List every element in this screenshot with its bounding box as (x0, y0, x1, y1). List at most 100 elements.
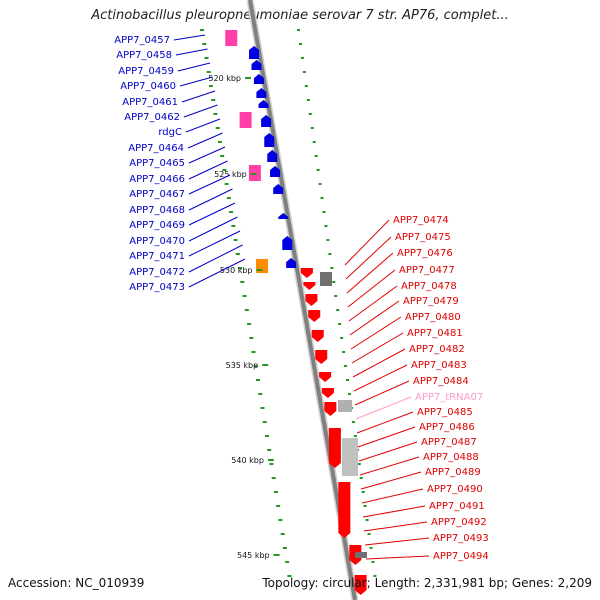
forward-gene-arrow (253, 74, 264, 84)
gc-skew-track (200, 29, 377, 577)
left-gene-label: rdgC (158, 127, 182, 138)
reverse-gene-arrow (324, 402, 337, 416)
right-gene-label: APP7_0494 (433, 551, 489, 562)
forward-gene-arrow (256, 88, 267, 98)
reverse-gene-arrow (308, 310, 321, 322)
label-leader (173, 34, 206, 41)
label-leader (185, 118, 221, 133)
forward-gene-arrow (251, 60, 262, 70)
right-gene-label: APP7_0478 (401, 281, 457, 292)
label-leader (356, 411, 414, 434)
left-gene-label: APP7_0468 (129, 205, 185, 216)
label-leader (360, 471, 422, 490)
tick-label: 525 kbp (214, 170, 247, 179)
tick-label: 530 kbp (220, 266, 253, 275)
label-leader (345, 236, 392, 280)
pseudo-gene-block (225, 30, 238, 46)
forward-gene-arrow (264, 133, 275, 147)
right-gene-label: APP7_tRNA07 (415, 392, 483, 403)
label-leader (348, 285, 398, 322)
forward-gene-arrow (267, 150, 278, 162)
right-gene-label: APP7_0487 (421, 437, 477, 448)
reverse-gene-arrow (354, 575, 367, 595)
grey-gene-block (338, 400, 352, 412)
right-gene-label: APP7_0483 (411, 360, 467, 371)
forward-gene-arrow (261, 115, 272, 127)
label-leader (344, 219, 390, 266)
left-gene-label: APP7_0466 (129, 174, 185, 185)
forward-gene-arrow (270, 166, 281, 177)
tick-label: 545 kbp (237, 551, 270, 560)
label-leader (188, 160, 228, 180)
right-gene-label: APP7_0493 (433, 533, 489, 544)
right-gene-label: APP7_0484 (413, 376, 469, 387)
right-gene-label: APP7_0491 (429, 501, 485, 512)
grey-gene-block (320, 272, 332, 286)
label-leader (358, 441, 418, 462)
left-gene-label: APP7_0473 (129, 282, 185, 293)
forward-gene-arrow (282, 236, 293, 250)
left-gene-label: APP7_0457 (114, 35, 170, 46)
grey-gene-block (355, 552, 367, 558)
right-gene-label: APP7_0488 (423, 452, 479, 463)
left-gene-label: APP7_0471 (129, 251, 185, 262)
label-leader (181, 90, 216, 103)
forward-gene-arrow (286, 258, 297, 268)
map-title: Actinobacillus pleuropneumoniae serovar … (91, 8, 509, 23)
label-leader (188, 258, 246, 288)
right-gene-label: APP7_0490 (427, 484, 483, 495)
label-leader (354, 380, 410, 406)
forward-gene-arrow (273, 184, 284, 194)
right-gene-label: APP7_0489 (425, 467, 481, 478)
label-leader (188, 146, 226, 164)
accession-text: Accession: NC_010939 (8, 576, 145, 590)
left-gene-label: APP7_0470 (129, 236, 185, 247)
label-leader (365, 555, 430, 560)
genome-backbone (246, 0, 359, 600)
left-gene-label: APP7_0460 (120, 81, 176, 92)
label-leader (175, 48, 208, 56)
label-leader (188, 202, 236, 226)
label-leader (346, 252, 394, 294)
gene-features (225, 30, 367, 595)
label-leader (350, 316, 402, 350)
forward-gene-arrow (249, 46, 260, 59)
label-leader (347, 269, 396, 308)
right-gene-label: APP7_0482 (409, 344, 465, 355)
reverse-gene-arrow (328, 428, 341, 468)
topology-text: Topology: circular; Length: 2,331,981 bp… (262, 576, 592, 590)
right-gene-label: APP7_0476 (397, 248, 453, 259)
label-leader (188, 188, 233, 211)
label-leader (183, 104, 218, 118)
label-leader (353, 364, 408, 392)
right-gene-label: APP7_0479 (403, 296, 459, 307)
right-gene-label: APP7_0475 (395, 232, 451, 243)
right-gene-label: APP7_0480 (405, 312, 461, 323)
forward-gene-arrow (278, 213, 289, 219)
label-leader (352, 348, 406, 378)
label-leader (177, 62, 211, 72)
tick-label: 540 kbp (231, 456, 264, 465)
reverse-gene-arrow (321, 388, 334, 398)
pseudo-gene-block (239, 112, 252, 128)
reverse-gene-arrow (311, 330, 324, 342)
left-gene-label: APP7_0459 (118, 66, 174, 77)
label-leader (363, 521, 428, 532)
label-leader (188, 230, 241, 257)
label-leader (355, 396, 412, 420)
left-gene-label: APP7_0467 (129, 189, 185, 200)
right-gene-label: APP7_0485 (417, 407, 473, 418)
left-gene-label: APP7_0465 (129, 158, 185, 169)
reverse-gene-arrow (305, 294, 318, 306)
right-gene-label: APP7_0492 (431, 517, 487, 528)
right-gene-label: APP7_0477 (399, 265, 455, 276)
gene-labels: APP7_0457 APP7_0458 APP7_0459 APP7_0460 APP7… (114, 34, 489, 562)
tick-label: 520 kbp (208, 74, 241, 83)
label-leader (349, 300, 400, 336)
left-gene-label: APP7_0472 (129, 267, 185, 278)
right-gene-label: APP7_0474 (393, 215, 449, 226)
label-leader (362, 505, 426, 518)
left-gene-label: APP7_0462 (124, 112, 180, 123)
label-leader (187, 132, 223, 149)
